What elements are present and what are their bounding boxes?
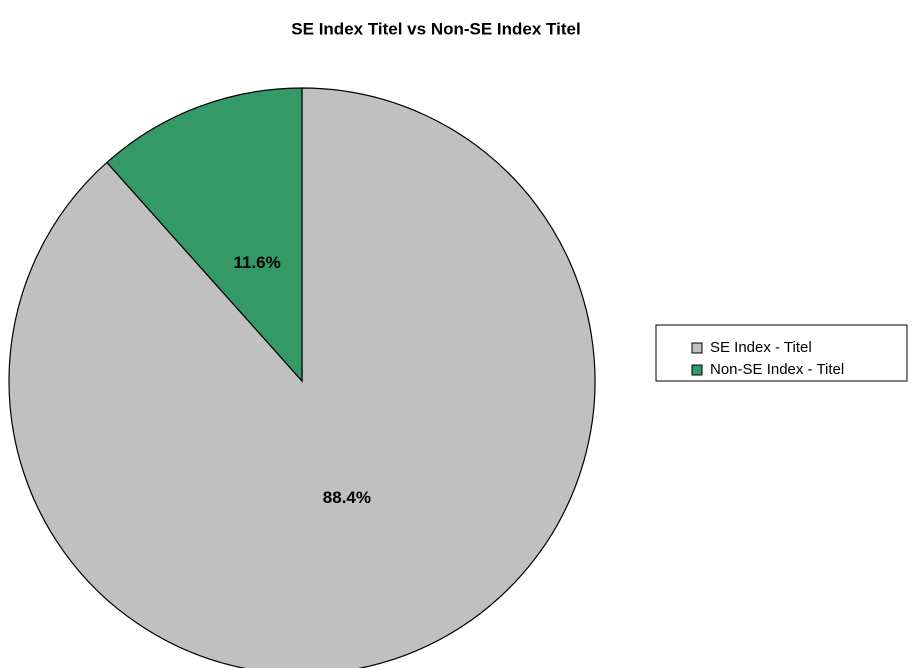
- data-label: 88.4%: [323, 488, 371, 507]
- pie-slice: [106, 87, 303, 383]
- chart-title: SE Index Titel vs Non-SE Index Titel: [291, 19, 580, 38]
- pie-slice: [8, 87, 596, 668]
- legend-label: SE Index - Titel: [710, 339, 812, 356]
- data-label: 11.6%: [233, 253, 280, 272]
- legend-label: Non-SE Index - Titel: [710, 361, 844, 378]
- legend-swatch: [691, 364, 703, 376]
- legend-swatch: [691, 342, 703, 354]
